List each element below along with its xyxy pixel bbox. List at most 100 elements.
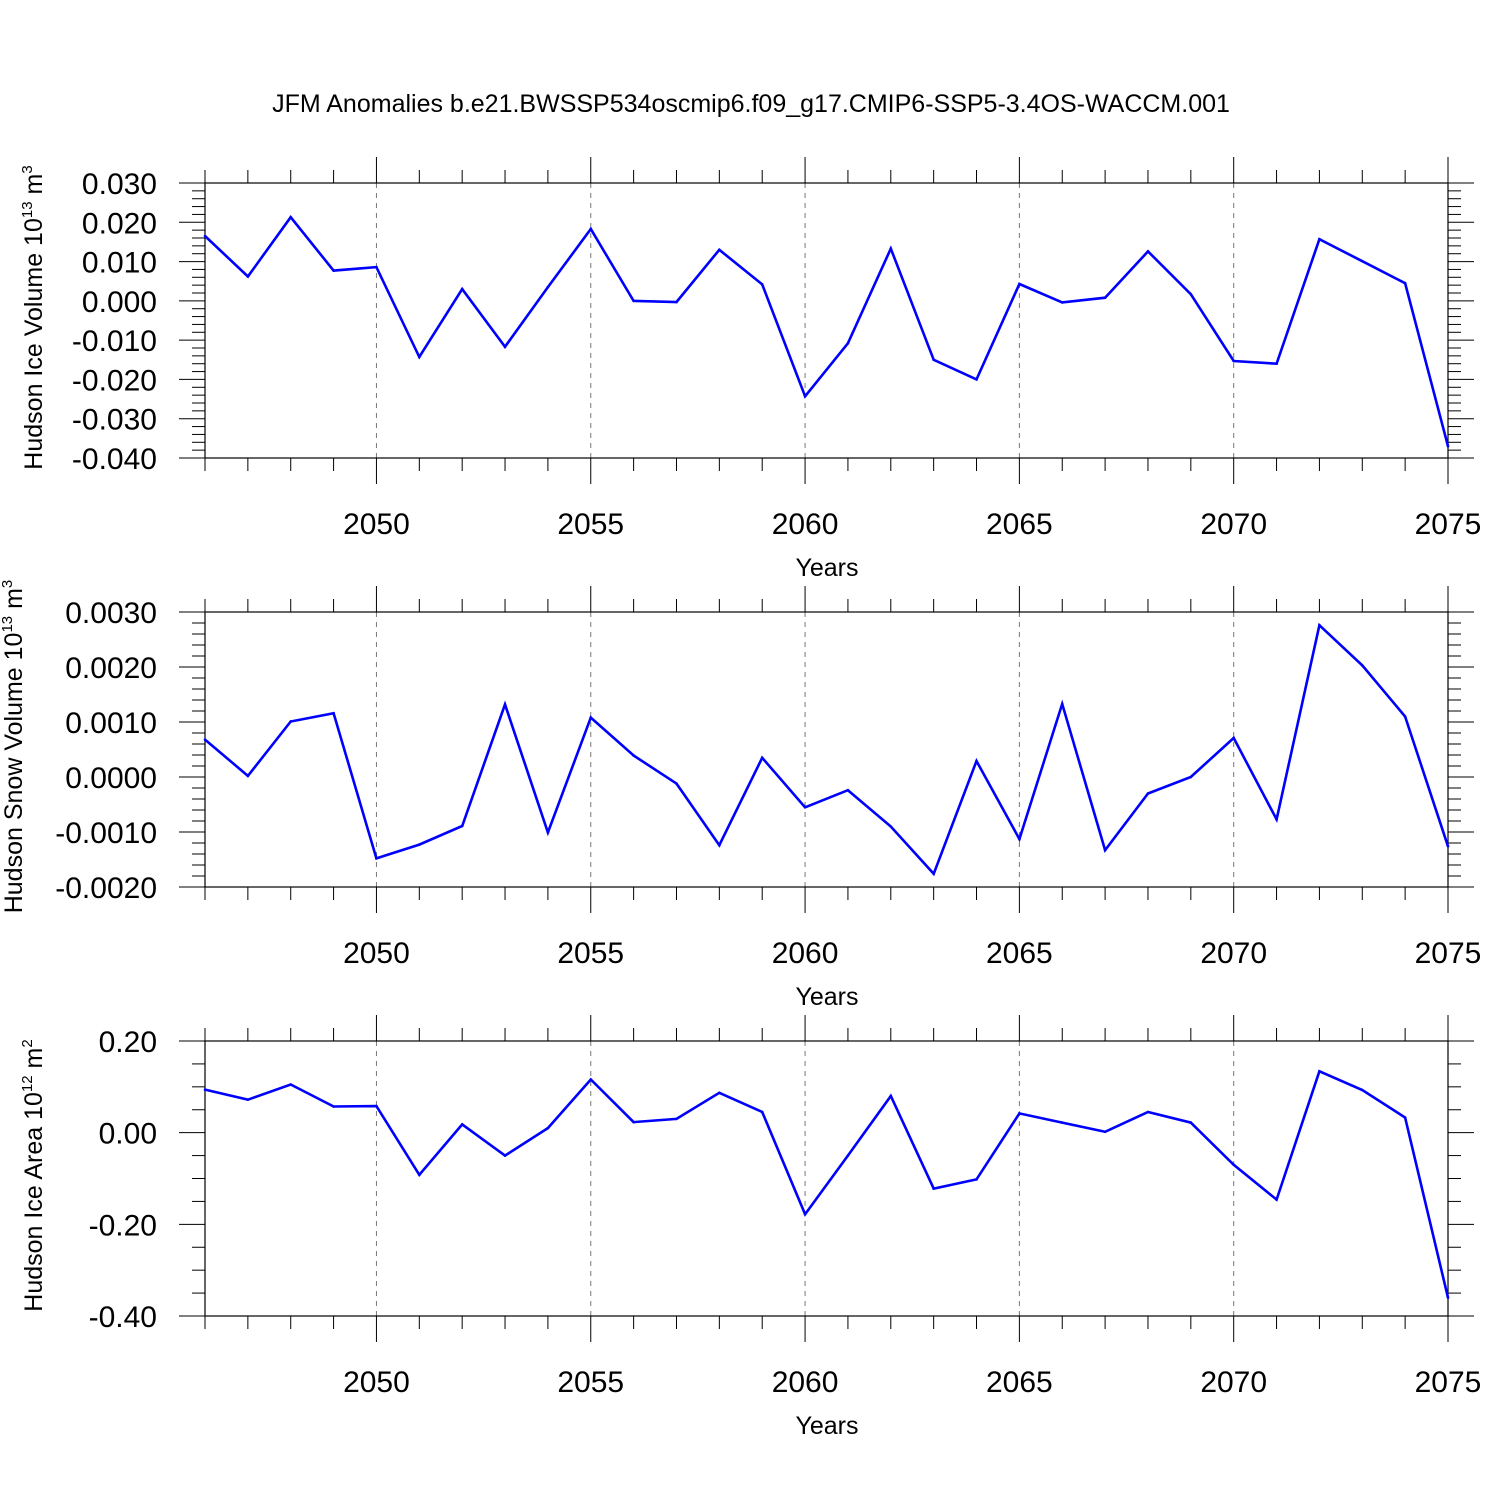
data-point: [418, 843, 421, 846]
data-point: [1103, 848, 1107, 852]
x-tick-label: 2055: [557, 508, 624, 541]
x-tick-label: 2070: [1200, 937, 1267, 970]
x-tick-label: 2065: [986, 1366, 1053, 1399]
y-axis-label-superscript: 3: [19, 165, 36, 173]
data-point: [460, 824, 464, 828]
data-point: [1446, 1296, 1450, 1299]
data-point: [332, 1105, 335, 1108]
data-point: [1318, 623, 1321, 627]
data-point: [675, 300, 678, 304]
data-point: [289, 1083, 293, 1086]
data-point: [1018, 282, 1021, 286]
y-axis-label-text: Hudson Snow Volume 10: [0, 633, 28, 914]
y-tick-label: 0.0030: [65, 597, 157, 630]
y-axis-label-text: Hudson Ice Area 10: [20, 1092, 48, 1312]
data-point: [589, 716, 593, 719]
y-tick-label: 0.0000: [65, 762, 157, 795]
y-axis-label-superscript: 2: [19, 1039, 36, 1047]
x-tick-label: 2065: [986, 937, 1053, 970]
data-point: [1360, 259, 1364, 263]
data-point: [289, 215, 293, 219]
data-point: [1275, 818, 1278, 821]
data-point: [1403, 1116, 1407, 1119]
data-point: [1232, 359, 1235, 363]
data-point: [418, 355, 421, 359]
data-point: [718, 1091, 721, 1095]
data-point: [675, 1117, 678, 1121]
data-point: [546, 831, 550, 834]
x-tick-label: 2060: [772, 508, 839, 541]
chart-title: JFM Anomalies b.e21.BWSSP534oscmip6.f09_…: [272, 90, 1230, 118]
data-point: [1103, 296, 1107, 300]
data-point: [803, 805, 807, 809]
data-point: [1060, 1121, 1064, 1124]
data-point: [1232, 1163, 1235, 1167]
data-point: [460, 287, 464, 291]
y-axis-label-superscript: 12: [19, 1075, 36, 1092]
data-point: [546, 285, 550, 289]
x-tick-label: 2075: [1415, 1366, 1482, 1399]
data-point: [718, 248, 721, 252]
data-point: [1060, 301, 1064, 304]
chart-panel-3: 0.20 0.00 -0.20 -0.40 2050 2055 2060 2065 2070 20…: [19, 1015, 1481, 1440]
data-point: [1275, 362, 1278, 366]
data-point: [375, 265, 378, 269]
data-point: [503, 703, 507, 706]
plot-frame: [204, 182, 1449, 459]
x-tick-label: 2050: [343, 508, 410, 541]
data-point: [1403, 281, 1407, 285]
data-point: [246, 1098, 250, 1101]
data-point: [846, 341, 850, 345]
data-point: [760, 756, 764, 760]
data-point: [1146, 1110, 1150, 1114]
data-point: [1275, 1198, 1278, 1201]
data-point: [1232, 736, 1235, 740]
y-tick-label: -0.010: [72, 325, 157, 358]
chart-panel-2: 0.0030 0.0020 0.0010 0.0000 -0.0010 -0.0020 20…: [0, 580, 1481, 1011]
x-tick-label: 2050: [343, 1366, 410, 1399]
y-tick-label: -0.040: [72, 443, 157, 476]
data-point: [203, 234, 207, 238]
data-point: [760, 1110, 764, 1114]
x-tick-label: 2075: [1415, 508, 1482, 541]
x-tick-label: 2055: [557, 937, 624, 970]
data-point: [1146, 250, 1150, 253]
chart-panel-1: 0.030 0.020 0.010 0.000 -0.010 -0.020 -0.030 -0…: [19, 157, 1481, 582]
x-tick-label: 2070: [1200, 508, 1267, 541]
data-point: [589, 1078, 593, 1081]
y-tick-label: 0.030: [82, 168, 157, 201]
y-tick-label: -0.20: [89, 1209, 157, 1242]
y-axis-label-text: m: [20, 174, 48, 202]
data-point: [289, 720, 293, 723]
data-point: [975, 1178, 978, 1181]
y-axis-label-text: Hudson Ice Volume 10: [20, 218, 48, 470]
data-point: [889, 825, 893, 828]
x-axis-label: Years: [795, 983, 858, 1011]
data-point: [718, 843, 721, 847]
x-tick-label: 2060: [772, 1366, 839, 1399]
y-tick-label: 0.000: [82, 286, 157, 319]
y-tick-label: 0.010: [82, 247, 157, 280]
series-line: [204, 1069, 1450, 1299]
data-point: [203, 1088, 207, 1091]
data-point: [203, 738, 207, 741]
y-axis-label: Hudson Snow Volume 1013 m3: [0, 580, 28, 914]
y-tick-label: 0.0010: [65, 707, 157, 740]
y-tick-label: -0.030: [72, 404, 157, 437]
data-point: [889, 247, 893, 250]
y-tick-label: 0.00: [99, 1118, 157, 1151]
data-point: [1446, 845, 1450, 848]
x-tick-label: 2060: [772, 937, 839, 970]
x-tick-label: 2050: [343, 937, 410, 970]
y-tick-label: 0.020: [82, 207, 157, 240]
y-axis-label: Hudson Ice Area 1012 m2: [19, 1039, 48, 1311]
data-point: [675, 782, 678, 785]
data-point: [1189, 775, 1193, 779]
data-point: [1060, 702, 1064, 706]
x-tick-label: 2075: [1415, 937, 1482, 970]
data-point: [1360, 1088, 1364, 1092]
y-axis-label-superscript: 3: [0, 580, 16, 588]
y-axis-label: Hudson Ice Volume 1013 m3: [19, 165, 48, 469]
x-axis-label: Years: [795, 1412, 858, 1440]
